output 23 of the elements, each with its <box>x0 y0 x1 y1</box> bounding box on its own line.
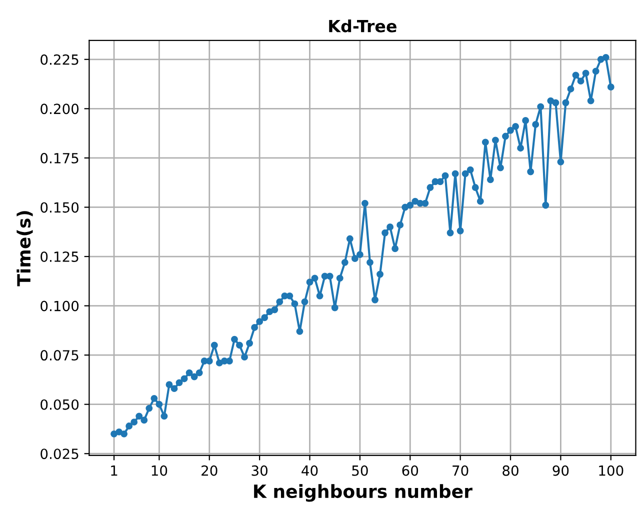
y-tick-label: 0.025 <box>40 448 78 460</box>
x-axis-title: K neighbours number <box>254 484 472 502</box>
y-tick-label: 0.150 <box>40 202 79 213</box>
x-tick-label: 1 <box>111 466 118 476</box>
x-tick-label: 90 <box>552 465 569 476</box>
x-tick-label: 70 <box>452 465 468 476</box>
x-tick-label: 30 <box>252 465 268 476</box>
x-tick-label: 50 <box>352 465 368 476</box>
y-tick-label: 0.175 <box>40 152 78 164</box>
y-tick-label: 0.225 <box>40 54 78 65</box>
x-tick-label: 10 <box>152 465 168 476</box>
y-axis-title: Time(s) <box>16 211 33 286</box>
x-tick-label: 80 <box>502 465 518 476</box>
x-tick-label: 60 <box>402 465 418 476</box>
y-tick-label: 0.100 <box>40 300 79 312</box>
chart-title: Kd-Tree <box>329 19 396 32</box>
x-tick-label: 100 <box>599 465 624 476</box>
y-tick-label: 0.200 <box>40 104 79 114</box>
x-tick-label: 40 <box>302 465 318 476</box>
x-tick-label: 20 <box>202 465 218 476</box>
y-tick-label: 0.125 <box>40 251 78 262</box>
y-tick-label: 0.050 <box>40 399 79 410</box>
y-tick-label: 0.075 <box>40 350 78 361</box>
